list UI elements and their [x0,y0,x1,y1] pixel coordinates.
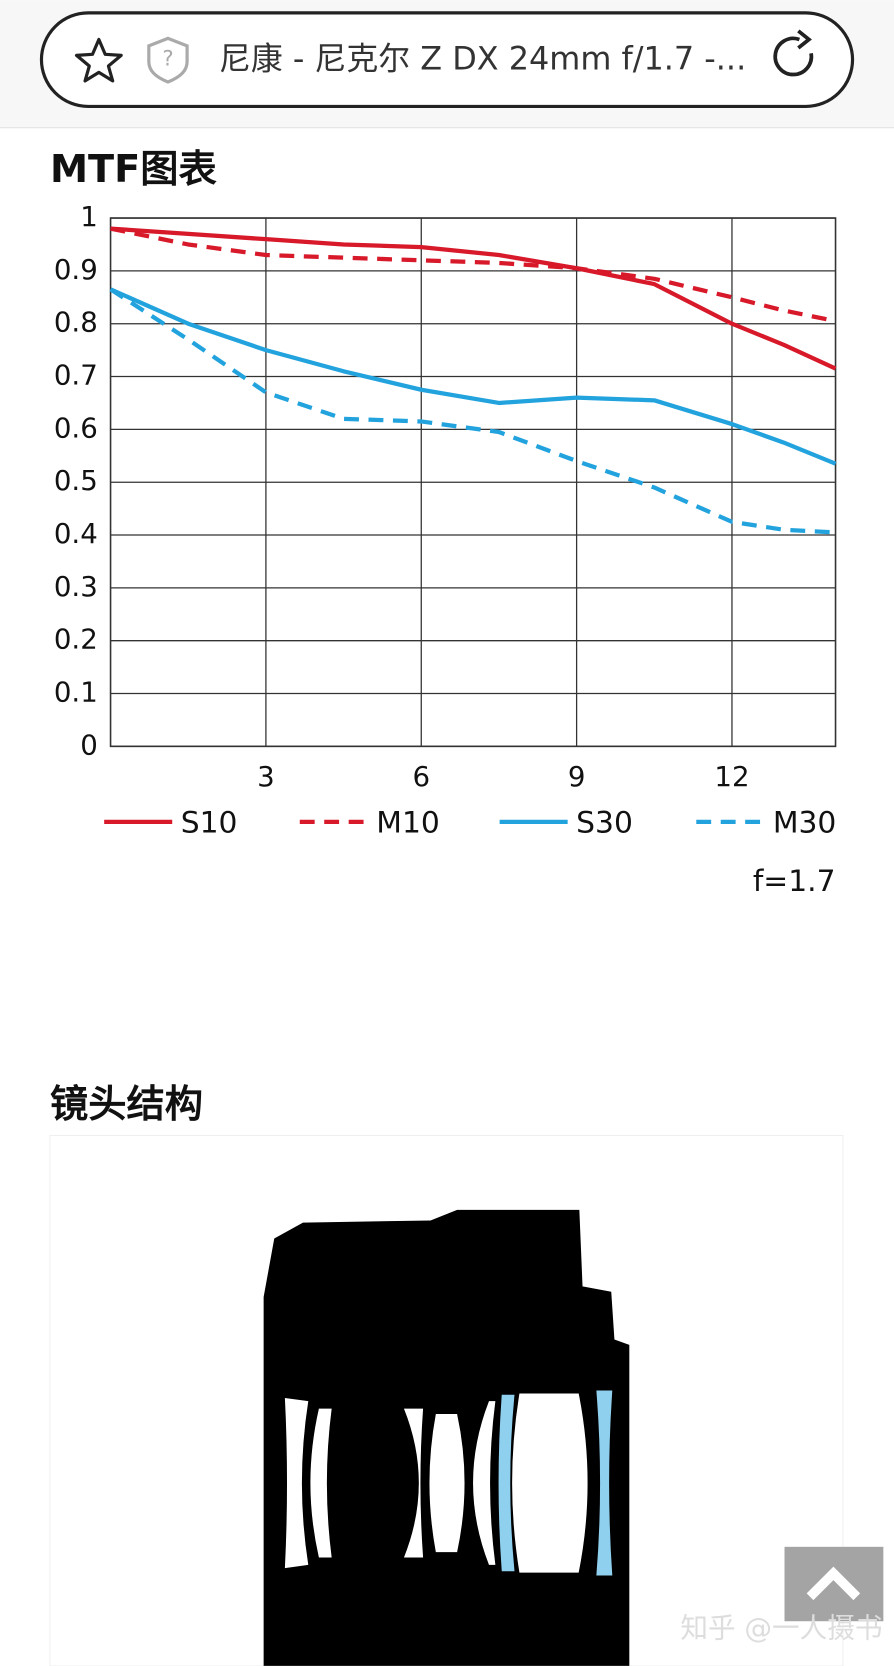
y-tick-label: 1 [80,200,98,233]
address-bar[interactable] [39,11,855,109]
reload-arrow [797,29,812,50]
aperture-note: f=1.7 [753,864,836,899]
back-to-top-button[interactable] [784,1546,884,1622]
lens-element [284,1397,309,1569]
y-tick-label: 0.4 [54,517,98,550]
series-line [110,226,837,371]
series-line [109,287,836,535]
x-tick-label: 12 [714,760,749,793]
y-tick-label: 0.2 [54,623,98,656]
lens-element [403,1408,424,1558]
security-icon-mark: ? [162,47,173,72]
chart-title: MTF图表 [50,147,218,192]
y-tick-label: 0.8 [54,306,98,339]
series-line [109,287,837,466]
section-title: 镜头结构 [50,1082,203,1127]
y-tick-label: 0.7 [54,359,98,392]
legend-label: S30 [576,805,633,840]
lens-element [510,1391,590,1575]
lens-element [429,1413,465,1553]
lens-diagram [263,1209,630,1666]
legend-label: M10 [376,805,440,840]
y-tick-label: 0.9 [54,253,98,286]
page-title: 尼康 - 尼克尔 Z DX 24mm f/1.7 -... [219,40,746,78]
x-tick-label: 6 [412,760,430,793]
security-icon[interactable] [147,36,189,84]
watermark: 知乎 @一人摄书 [680,1612,882,1645]
bookmark-icon[interactable] [74,37,123,83]
series-line [110,226,836,324]
reload-icon[interactable] [773,36,814,77]
y-tick-label: 0.5 [54,464,98,497]
back-to-top-icon [806,1566,861,1601]
y-tick-label: 0.6 [54,411,98,444]
y-tick-label: 0 [80,728,98,761]
x-tick-label: 3 [257,760,275,793]
y-tick-label: 0.1 [54,676,98,709]
lens-element [310,1408,332,1558]
lens-element-special [498,1394,515,1572]
lens-element [473,1401,496,1565]
mtf-chart: 0 0.1 0.2 0.3 0.4 0.5 0.6 0.7 0.8 0.9 1 3 6 9 12 S10 M10… [54,200,837,840]
lens-element-special [596,1390,613,1576]
legend-label: S10 [181,805,238,840]
x-tick-label: 9 [568,760,586,793]
legend-label: M30 [773,805,837,840]
y-tick-label: 0.3 [54,570,98,603]
